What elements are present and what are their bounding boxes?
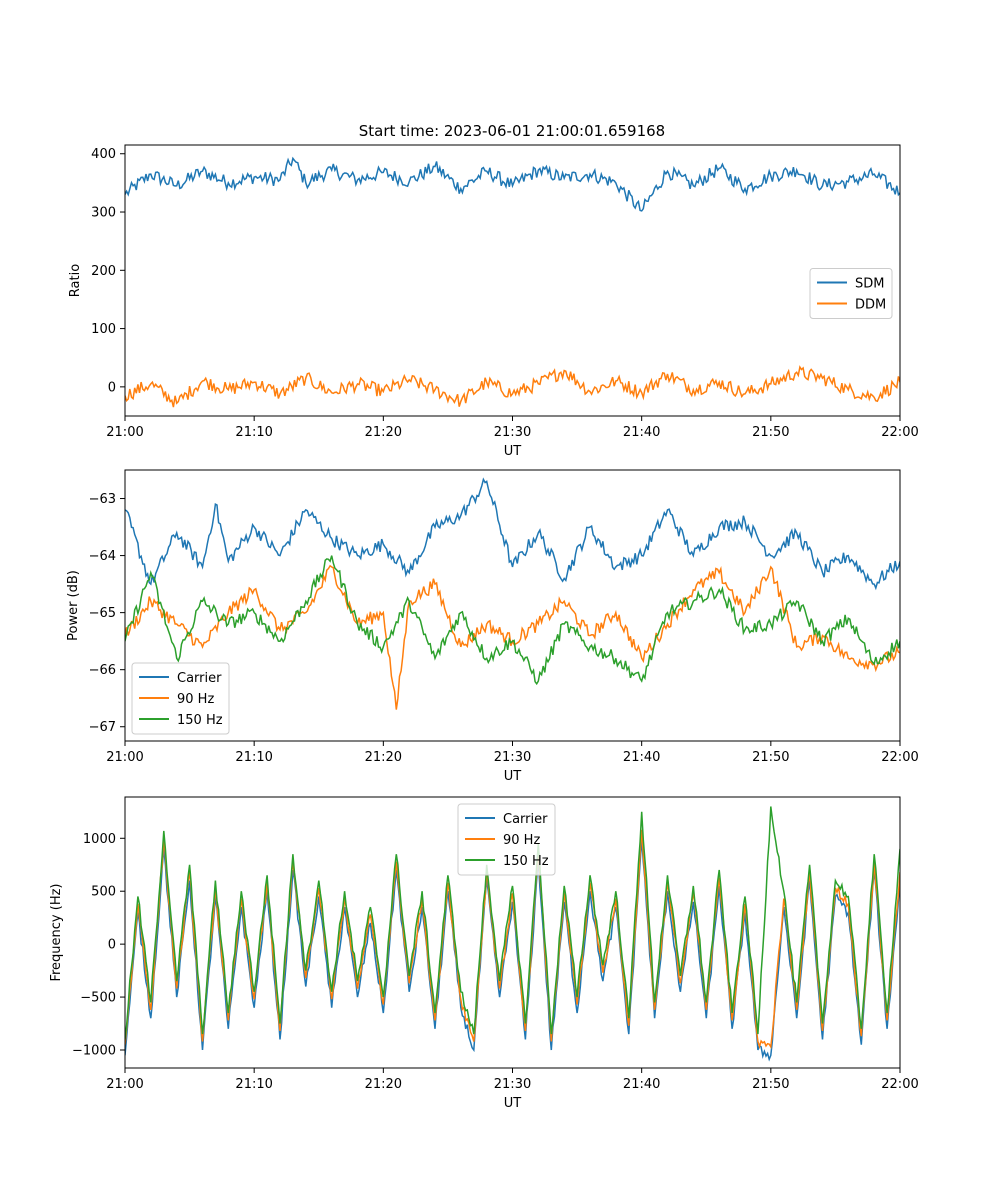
x-tick-label: 21:20 <box>365 750 402 765</box>
legend-label-150-hz: 150 Hz <box>177 713 223 728</box>
series-line-sdm <box>125 156 900 212</box>
y-tick-label: 400 <box>91 147 116 162</box>
x-tick-label: 21:10 <box>235 750 272 765</box>
series-line-carrier <box>125 477 900 591</box>
y-tick-label: 300 <box>91 206 116 221</box>
legend-label-90-hz: 90 Hz <box>177 692 214 707</box>
legend-label-sdm: SDM <box>855 277 884 292</box>
legend: Carrier 90 Hz 150 Hz <box>457 803 556 876</box>
x-tick-label: 21:00 <box>106 750 143 765</box>
x-tick-label: 21:30 <box>494 425 531 440</box>
x-tick-label: 21:30 <box>494 750 531 765</box>
x-tick-label: 21:00 <box>106 1077 143 1092</box>
x-tick-label: 21:40 <box>623 1077 660 1092</box>
x-tick-label: 21:00 <box>106 425 143 440</box>
x-tick-label: 21:30 <box>494 1077 531 1092</box>
y-tick-label: −1000 <box>72 1044 116 1059</box>
series-line-150-hz <box>125 555 900 686</box>
legend-label-150-hz: 150 Hz <box>503 854 549 869</box>
y-tick-label: 200 <box>91 264 116 279</box>
y-tick-label: −63 <box>89 492 116 507</box>
y-axis-label: Frequency (Hz) <box>49 883 64 981</box>
x-tick-label: 22:00 <box>881 1077 918 1092</box>
x-tick-label: 21:50 <box>752 425 789 440</box>
y-tick-label: 0 <box>108 380 116 395</box>
ratio-chart: 21:00 21:10 21:20 21:30 21:40 21:50 22:00 0 100 2… <box>68 144 919 459</box>
axes-frame <box>124 469 901 742</box>
x-tick-label: 21:40 <box>623 750 660 765</box>
y-tick-label: −67 <box>89 720 116 735</box>
x-axis-label: UT <box>504 1096 522 1111</box>
x-tick-label: 21:20 <box>365 425 402 440</box>
series-line-ddm <box>125 365 900 408</box>
x-tick-label: 21:40 <box>623 425 660 440</box>
x-tick-label: 21:50 <box>752 1077 789 1092</box>
series-line-90-hz <box>125 564 900 710</box>
legend-label-carrier: Carrier <box>177 671 222 686</box>
y-tick-label: 0 <box>108 938 116 953</box>
x-axis-label: UT <box>504 769 522 784</box>
power-chart: 21:00 21:10 21:20 21:30 21:40 21:50 22:00 −67 −6… <box>66 469 919 784</box>
legend-label-ddm: DDM <box>855 298 886 313</box>
y-tick-label: −64 <box>89 549 116 564</box>
y-axis-label: Ratio <box>68 264 83 297</box>
legend: Carrier 90 Hz 150 Hz <box>131 662 230 735</box>
y-axis-label: Power (dB) <box>66 570 81 641</box>
y-tick-label: −66 <box>89 663 116 678</box>
x-axis-label: UT <box>504 444 522 459</box>
figure-title: Start time: 2023-06-01 21:00:01.659168 <box>359 122 665 140</box>
x-tick-label: 21:10 <box>235 425 272 440</box>
legend-label-90-hz: 90 Hz <box>503 833 540 848</box>
y-tick-label: −65 <box>89 606 116 621</box>
legend-label-carrier: Carrier <box>503 812 548 827</box>
y-tick-label: −500 <box>80 991 116 1006</box>
y-tick-label: 500 <box>91 885 116 900</box>
legend: SDM DDM <box>809 268 893 319</box>
x-tick-label: 21:50 <box>752 750 789 765</box>
x-tick-label: 22:00 <box>881 750 918 765</box>
x-tick-label: 21:10 <box>235 1077 272 1092</box>
x-tick-label: 21:20 <box>365 1077 402 1092</box>
x-tick-label: 22:00 <box>881 425 918 440</box>
y-tick-label: 100 <box>91 322 116 337</box>
series-line-150-hz <box>125 806 900 1040</box>
series-line-90-hz <box>125 829 900 1050</box>
y-tick-label: 1000 <box>83 832 116 847</box>
frequency-chart: 21:00 21:10 21:20 21:30 21:40 21:50 22:00 −1000… <box>49 796 919 1111</box>
